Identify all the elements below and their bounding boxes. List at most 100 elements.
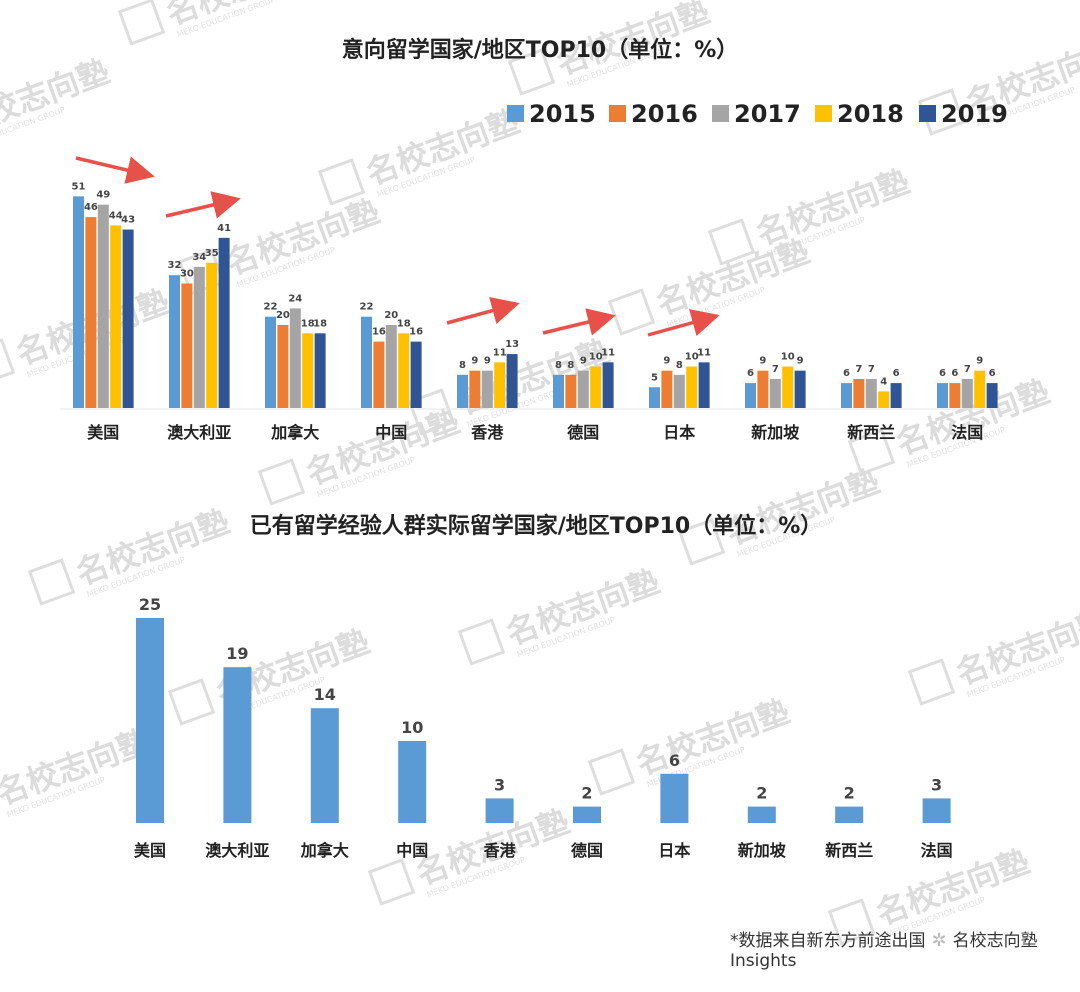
bar-0 <box>136 618 164 823</box>
bar-value-label: 6 <box>951 368 958 379</box>
bar-2015-9 <box>937 383 948 408</box>
bar-2019-0 <box>122 229 134 408</box>
bar-value-label: 13 <box>505 339 519 350</box>
bar-7 <box>747 806 776 823</box>
legend-swatch-2015 <box>507 105 524 122</box>
chart1-trend-arrows <box>75 156 720 337</box>
bar-2018-6 <box>686 366 698 408</box>
bar-value-label: 25 <box>139 595 161 614</box>
legend-label-2016: 2016 <box>631 100 698 128</box>
chart-actual-destinations: 已有留学经验人群实际留学国家/地区TOP10（单位：%） 25 19 14 10 3 2 6… <box>134 513 953 860</box>
bar-value-label: 10 <box>401 718 423 737</box>
bar-2017-1 <box>193 266 205 408</box>
bar-value-label: 32 <box>168 260 182 271</box>
bar-2 <box>310 708 339 823</box>
bar-2016-3 <box>373 341 385 408</box>
bar-2019-4 <box>506 354 518 408</box>
legend-label-2017: 2017 <box>734 100 801 128</box>
category-label: 德国 <box>571 841 603 860</box>
bar-value-label: 6 <box>893 368 900 379</box>
bar-2016-5 <box>565 374 577 408</box>
legend-label-2015: 2015 <box>529 100 596 128</box>
bar-value-label: 9 <box>663 356 670 367</box>
legend-label-2018: 2018 <box>837 100 904 128</box>
bar-value-label: 8 <box>676 360 683 371</box>
bar-value-label: 8 <box>459 360 466 371</box>
bar-value-label: 9 <box>580 356 587 367</box>
bar-2015-2 <box>265 316 276 408</box>
category-label: 新加坡 <box>738 841 787 860</box>
bar-value-label: 18 <box>313 318 327 329</box>
legend-swatch-2016 <box>609 105 626 122</box>
bar-2016-2 <box>277 325 289 408</box>
bar-value-label: 35 <box>205 248 219 259</box>
footer: *数据来自新东方前途出国 ✲ 名校志向塾Insights <box>730 926 1080 971</box>
trend-arrow <box>542 308 616 336</box>
bar-value-label: 51 <box>72 181 86 192</box>
bar-value-label: 18 <box>301 318 315 329</box>
bar-2018-3 <box>398 333 410 408</box>
bar-value-label: 18 <box>397 318 411 329</box>
bar-value-label: 3 <box>931 775 942 794</box>
bar-value-label: 49 <box>96 190 110 201</box>
trend-arrow <box>165 191 241 219</box>
bar-value-label: 14 <box>314 685 336 704</box>
bar-1 <box>223 667 252 823</box>
footer-source: 名校志向塾Insights <box>730 931 1038 971</box>
footer-note: *数据来自新东方前途出国 <box>730 931 926 951</box>
category-label: 澳大利亚 <box>167 423 231 442</box>
bar-value-label: 16 <box>372 327 386 338</box>
bar-value-label: 2 <box>581 784 592 803</box>
bar-value-label: 8 <box>555 360 562 371</box>
bar-value-label: 6 <box>747 368 754 379</box>
bar-2016-7 <box>757 370 769 408</box>
bar-value-label: 6 <box>669 751 680 770</box>
bar-value-label: 7 <box>855 364 862 375</box>
trend-arrow <box>446 297 520 325</box>
bar-value-label: 7 <box>868 364 875 375</box>
bar-2019-8 <box>890 383 902 408</box>
bar-value-label: 20 <box>384 310 398 321</box>
bar-2018-7 <box>782 366 794 408</box>
chart1-bars: 5146494443323034354122202418182216201816… <box>72 181 998 408</box>
bar-value-label: 22 <box>264 302 278 313</box>
bar-2016-0 <box>85 217 97 408</box>
bar-2019-1 <box>218 237 230 408</box>
bar-2015-1 <box>169 275 180 408</box>
bar-6 <box>660 773 689 823</box>
bar-2017-9 <box>961 378 973 408</box>
bar-value-label: 6 <box>939 368 946 379</box>
bar-2015-6 <box>649 387 660 408</box>
legend-swatch-2017 <box>712 105 729 122</box>
bar-2019-3 <box>410 341 422 408</box>
category-label: 法国 <box>951 423 983 442</box>
bar-2015-5 <box>553 374 564 408</box>
bar-2018-8 <box>878 391 890 408</box>
bar-2017-0 <box>97 204 109 408</box>
bar-value-label: 4 <box>880 376 887 387</box>
category-label: 中国 <box>375 423 407 442</box>
bar-value-label: 9 <box>797 356 804 367</box>
chart1-title: 意向留学国家/地区TOP10（单位：%） <box>342 37 739 63</box>
bar-2015-4 <box>457 374 468 408</box>
bar-value-label: 11 <box>697 347 711 358</box>
bar-value-label: 6 <box>989 368 996 379</box>
category-label: 美国 <box>134 841 166 860</box>
legend-swatch-2018 <box>815 105 832 122</box>
category-label: 新西兰 <box>825 841 873 860</box>
bar-2018-0 <box>110 225 122 408</box>
chart2-category-labels: 美国 澳大利亚 加拿大 中国 香港 德国 日本 新加坡 新西兰 法国 <box>134 841 953 860</box>
category-label: 法国 <box>921 841 953 860</box>
bar-value-label: 19 <box>226 644 248 663</box>
bar-2015-8 <box>841 383 852 408</box>
bar-value-label: 11 <box>601 347 615 358</box>
chart1-legend: 2015 2016 2017 2018 2019 <box>507 100 1008 128</box>
bar-2017-6 <box>673 374 685 408</box>
bar-2018-5 <box>590 366 602 408</box>
bar-2017-7 <box>769 378 781 408</box>
bar-value-label: 20 <box>276 310 290 321</box>
bar-value-label: 2 <box>756 784 767 803</box>
bar-value-label: 7 <box>772 364 779 375</box>
bar-value-label: 22 <box>360 302 374 313</box>
bar-2016-9 <box>949 383 961 408</box>
